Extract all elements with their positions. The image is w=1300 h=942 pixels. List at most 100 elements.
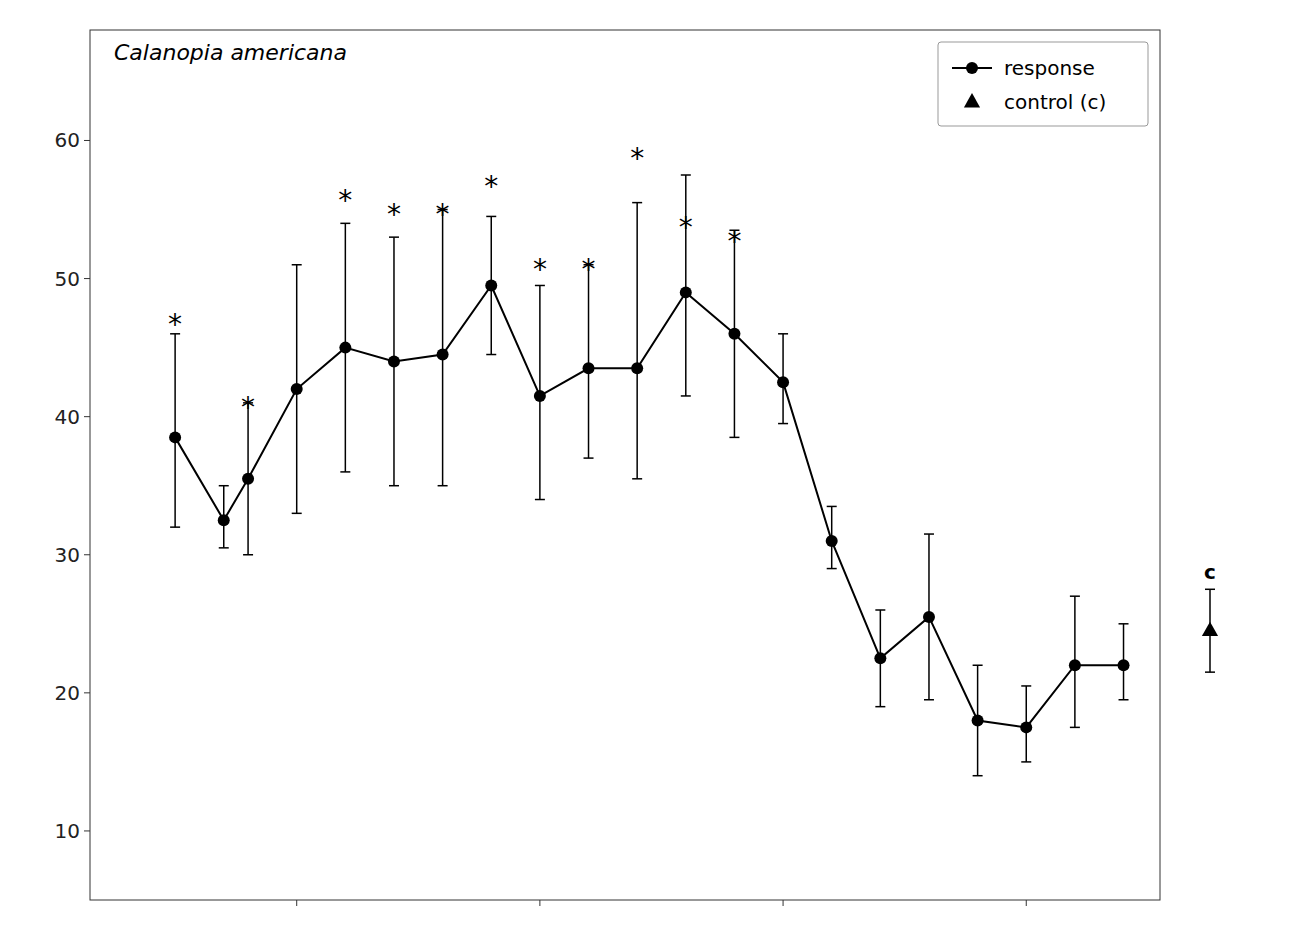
error-cap: [924, 699, 934, 701]
y-tick: [84, 554, 90, 555]
error-bar: [778, 334, 788, 424]
error-cap: [292, 264, 302, 266]
significance-mark: *: [387, 198, 401, 231]
y-tick-label: 60: [55, 128, 80, 152]
error-cap: [778, 333, 788, 335]
y-tick: [84, 140, 90, 141]
x-tick: [539, 900, 540, 906]
error-bar: [219, 486, 229, 548]
x-tick: [1026, 900, 1027, 906]
point: [169, 431, 181, 443]
error-cap: [973, 664, 983, 666]
error-stem: [442, 210, 444, 486]
significance-mark: *: [241, 391, 255, 424]
error-stem: [588, 265, 590, 458]
y-tick-label: 20: [55, 681, 80, 705]
error-cap: [924, 533, 934, 535]
legend-label: control (c): [1004, 90, 1106, 114]
error-cap: [1021, 761, 1031, 763]
response-line: [175, 285, 1123, 727]
error-cap: [438, 485, 448, 487]
y-tick: [84, 416, 90, 417]
error-bar: [170, 334, 180, 527]
error-bar: [827, 506, 837, 568]
error-bar: [973, 665, 983, 775]
point: [1069, 659, 1081, 671]
chart: 102030405060***********Calanopia america…: [0, 0, 1300, 942]
error-cap: [778, 423, 788, 425]
point: [437, 349, 449, 361]
point: [777, 376, 789, 388]
error-cap: [170, 526, 180, 528]
error-cap: [486, 216, 496, 218]
error-bar: [875, 610, 885, 707]
error-cap: [340, 471, 350, 473]
point: [680, 286, 692, 298]
significance-mark: *: [168, 308, 182, 341]
error-cap: [1205, 589, 1215, 591]
x-tick: [783, 900, 784, 906]
point: [728, 328, 740, 340]
error-cap: [389, 236, 399, 238]
legend-label: response: [1004, 56, 1095, 80]
point: [972, 714, 984, 726]
y-tick-label: 10: [55, 819, 80, 843]
error-cap: [875, 706, 885, 708]
control-point: [1202, 622, 1218, 636]
legend-marker: [964, 93, 980, 107]
error-cap: [340, 223, 350, 225]
error-stem: [685, 175, 687, 396]
error-cap: [1021, 685, 1031, 687]
point: [388, 355, 400, 367]
point: [291, 383, 303, 395]
x-tick: [296, 900, 297, 906]
legend: response control (c): [938, 42, 1148, 126]
error-cap: [827, 506, 837, 508]
error-bar: [1119, 624, 1129, 700]
data-group: [169, 175, 1129, 776]
y-tick-label: 30: [55, 543, 80, 567]
error-stem: [636, 203, 638, 479]
error-cap: [681, 395, 691, 397]
significance-mark: *: [727, 225, 741, 258]
point: [1020, 721, 1032, 733]
error-bar: [584, 265, 594, 458]
point: [874, 652, 886, 664]
error-bar: [681, 175, 691, 396]
point: [534, 390, 546, 402]
point: [1118, 659, 1130, 671]
error-cap: [1070, 727, 1080, 729]
y-tick-label: 50: [55, 267, 80, 291]
plot-background: [90, 30, 1160, 900]
y-tick-label: 40: [55, 405, 80, 429]
title: Calanopia americana: [114, 40, 347, 65]
error-cap: [486, 354, 496, 356]
error-stem: [174, 334, 176, 527]
error-bar: [535, 285, 545, 499]
significance-mark: *: [630, 142, 644, 175]
point: [242, 473, 254, 485]
error-cap: [973, 775, 983, 777]
error-cap: [292, 513, 302, 515]
significance-mark: *: [582, 253, 596, 286]
point: [631, 362, 643, 374]
error-cap: [1119, 623, 1129, 625]
error-cap: [1205, 671, 1215, 673]
plot-frame: [90, 30, 1160, 900]
point: [485, 279, 497, 291]
error-bar: [292, 265, 302, 514]
point: [339, 342, 351, 354]
error-cap: [729, 437, 739, 439]
error-cap: [389, 485, 399, 487]
error-bar: [1070, 596, 1080, 727]
error-bar: [632, 203, 642, 479]
legend-box: [938, 42, 1148, 126]
error-cap: [827, 568, 837, 570]
error-bar: [340, 223, 350, 472]
error-cap: [219, 547, 229, 549]
legend-marker: [966, 62, 978, 74]
significance-mark: *: [338, 184, 352, 217]
error-bar: [486, 216, 496, 354]
error-cap: [584, 457, 594, 459]
error-cap: [535, 499, 545, 501]
